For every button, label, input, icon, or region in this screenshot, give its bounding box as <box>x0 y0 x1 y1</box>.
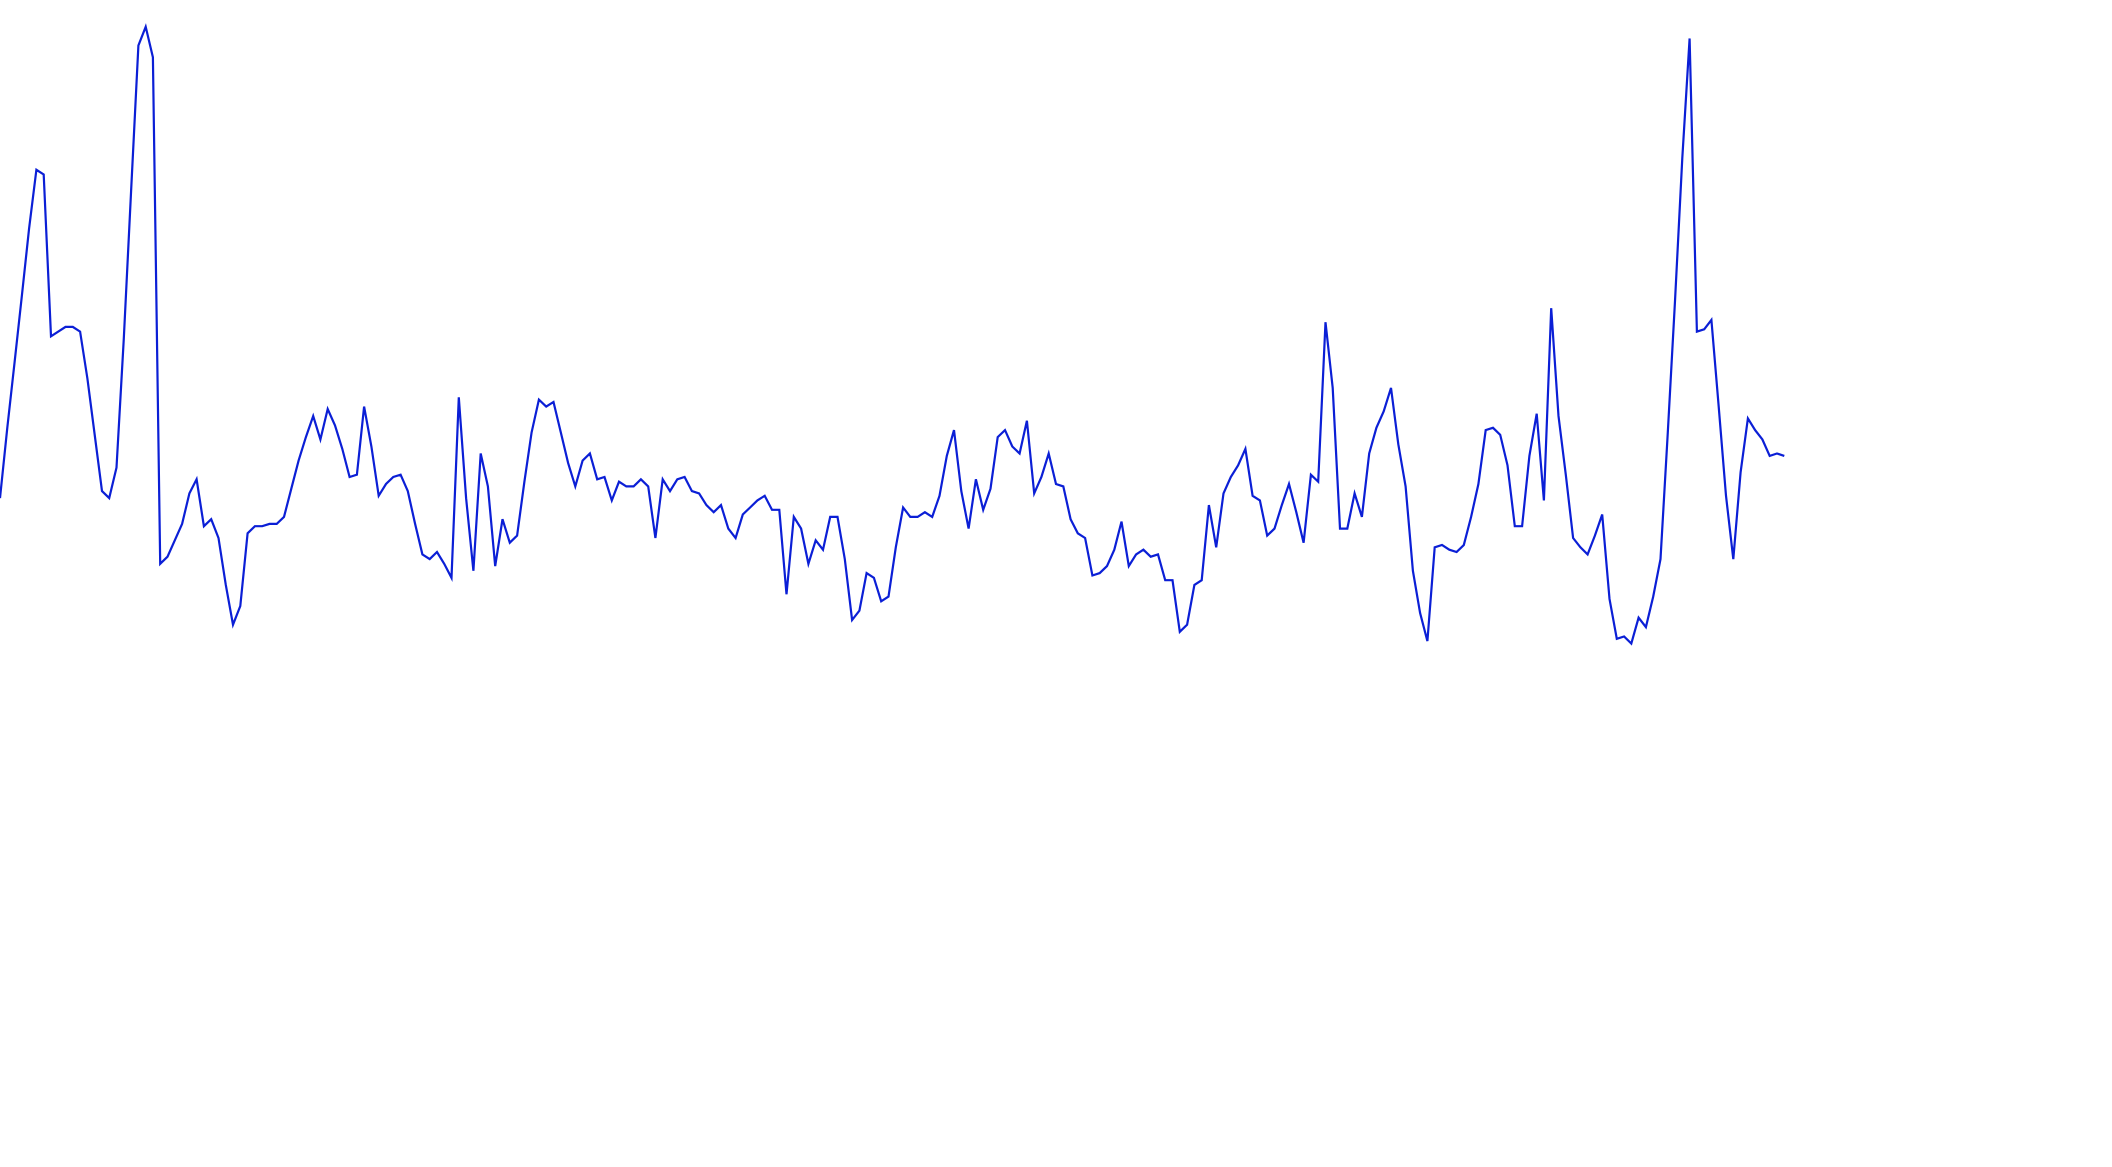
series-line-0 <box>0 23 1785 646</box>
series-layer <box>0 23 1785 646</box>
